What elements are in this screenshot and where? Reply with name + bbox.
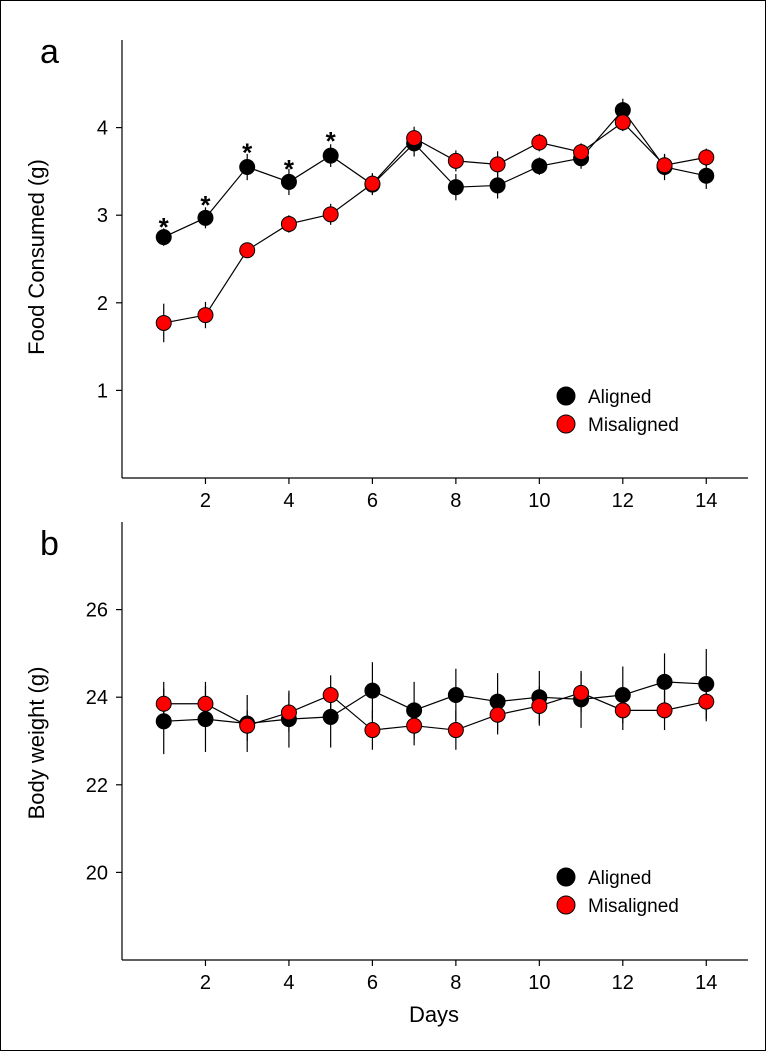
legend-marker-aligned-b (556, 867, 576, 887)
x-tick-label-b: 8 (450, 972, 461, 994)
panel-letter-a: a (40, 33, 59, 71)
data-point-misaligned-a (447, 152, 464, 169)
x-tick-label-a: 2 (200, 490, 211, 512)
x-tick-label-a: 6 (367, 490, 378, 512)
x-tick-label-b: 6 (367, 972, 378, 994)
x-axis-label-b: Days (409, 1002, 459, 1027)
legend-b: Aligned Misaligned (556, 867, 679, 917)
data-point-misaligned-a (364, 175, 381, 192)
data-point-aligned-a (155, 229, 172, 246)
data-point-aligned-b (614, 687, 631, 704)
data-point-aligned-b (656, 673, 673, 690)
legend-marker-misaligned-b (556, 895, 576, 915)
y-tick-label-a: 4 (97, 118, 108, 140)
data-point-misaligned-b (280, 704, 297, 721)
significance-marker-a: * (200, 190, 211, 220)
legend-label-aligned-b: Aligned (588, 868, 651, 889)
data-point-aligned-b (364, 682, 381, 699)
data-point-misaligned-a (280, 215, 297, 232)
y-tick-label-a: 1 (97, 380, 108, 402)
data-point-aligned-b (197, 711, 214, 728)
series-line-misaligned-a (163, 121, 707, 324)
x-tick-label-b: 10 (528, 972, 550, 994)
data-point-misaligned-a (698, 149, 715, 166)
data-point-aligned-b (698, 676, 715, 693)
data-point-aligned-b (155, 713, 172, 730)
data-point-misaligned-a (573, 144, 590, 161)
data-point-misaligned-b (447, 722, 464, 739)
data-point-misaligned-a (155, 314, 172, 331)
panel-letter-b: b (40, 525, 59, 563)
y-tick-label-a: 3 (97, 205, 108, 227)
data-point-aligned-a (322, 147, 339, 164)
y-tick-label-b: 20 (86, 862, 108, 884)
data-point-misaligned-b (239, 717, 256, 734)
data-point-aligned-b (406, 702, 423, 719)
significance-marker-a: * (159, 212, 170, 242)
data-point-misaligned-a (406, 130, 423, 147)
x-tick-label-a: 14 (695, 490, 717, 512)
data-point-misaligned-a (614, 114, 631, 131)
x-tick-label-b: 2 (200, 972, 211, 994)
data-point-misaligned-b (364, 722, 381, 739)
x-tick-label-a: 12 (612, 490, 634, 512)
legend-label-misaligned-b: Misaligned (588, 896, 679, 917)
y-tick-label-b: 26 (86, 600, 108, 622)
significance-marker-a: * (242, 137, 253, 167)
data-point-misaligned-b (573, 684, 590, 701)
data-point-misaligned-a (531, 134, 548, 151)
data-marks-a: * * * * * (155, 98, 715, 343)
data-point-misaligned-b (531, 697, 548, 714)
data-point-aligned-b (447, 687, 464, 704)
data-point-misaligned-b (322, 687, 339, 704)
data-point-misaligned-b (698, 693, 715, 710)
x-tick-label-a: 10 (528, 490, 550, 512)
y-axis-label-a: Food Consumed (g) (24, 159, 49, 355)
data-point-misaligned-a (197, 307, 214, 324)
legend-marker-misaligned-a (556, 414, 576, 434)
data-marks-b (155, 649, 715, 755)
legend-label-aligned-a: Aligned (588, 387, 651, 408)
x-tick-label-b: 12 (612, 972, 634, 994)
data-point-aligned-b (322, 708, 339, 725)
data-point-misaligned-b (406, 717, 423, 734)
significance-marker-a: * (284, 154, 295, 184)
data-point-misaligned-b (614, 702, 631, 719)
data-point-aligned-a (280, 173, 297, 190)
data-point-aligned-a (447, 179, 464, 196)
significance-marker-a: * (326, 126, 337, 156)
data-point-misaligned-b (656, 702, 673, 719)
legend-label-misaligned-a: Misaligned (588, 415, 679, 436)
data-point-misaligned-a (656, 157, 673, 174)
data-point-aligned-a (531, 158, 548, 175)
x-tick-label-a: 8 (450, 490, 461, 512)
data-point-misaligned-b (155, 695, 172, 712)
x-tick-label-b: 4 (283, 972, 294, 994)
legend-marker-aligned-a (556, 386, 576, 406)
data-point-aligned-a (239, 159, 256, 176)
data-point-misaligned-a (239, 242, 256, 259)
y-tick-label-b: 22 (86, 775, 108, 797)
data-point-aligned-a (698, 167, 715, 184)
data-point-misaligned-a (322, 206, 339, 223)
y-tick-label-a: 2 (97, 293, 108, 315)
y-axis-label-b: Body weight (g) (24, 667, 49, 820)
data-point-misaligned-b (197, 695, 214, 712)
legend-a: Aligned Misaligned (556, 386, 679, 436)
data-point-aligned-a (197, 209, 214, 226)
data-point-misaligned-a (489, 156, 506, 173)
data-point-misaligned-b (489, 706, 506, 723)
data-point-aligned-a (489, 177, 506, 194)
x-tick-label-b: 14 (695, 972, 717, 994)
x-tick-label-a: 4 (283, 490, 294, 512)
y-tick-label-b: 24 (86, 687, 108, 709)
